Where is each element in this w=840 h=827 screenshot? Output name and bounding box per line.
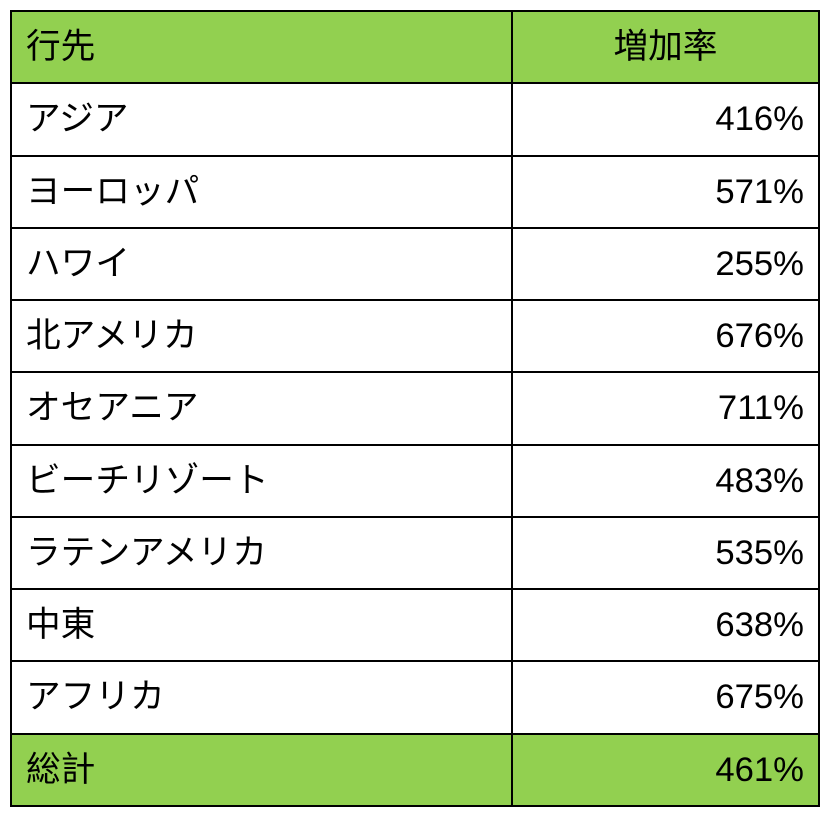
- table-row: 中東 638%: [11, 589, 819, 661]
- table-row: ラテンアメリカ 535%: [11, 517, 819, 589]
- table-row: アジア 416%: [11, 83, 819, 155]
- table-row: オセアニア 711%: [11, 372, 819, 444]
- cell-destination: ビーチリゾート: [11, 445, 512, 517]
- header-destination: 行先: [11, 11, 512, 83]
- table-row: ハワイ 255%: [11, 228, 819, 300]
- table-total-row: 総計 461%: [11, 734, 819, 806]
- cell-destination: ラテンアメリカ: [11, 517, 512, 589]
- cell-destination: アフリカ: [11, 661, 512, 733]
- page: 行先 増加率 アジア 416% ヨーロッパ 571% ハワイ 255% 北アメリ…: [0, 0, 840, 827]
- cell-destination: ハワイ: [11, 228, 512, 300]
- cell-destination: オセアニア: [11, 372, 512, 444]
- table-body: アジア 416% ヨーロッパ 571% ハワイ 255% 北アメリカ 676% …: [11, 83, 819, 806]
- cell-rate: 255%: [512, 228, 819, 300]
- cell-rate: 571%: [512, 156, 819, 228]
- cell-destination: アジア: [11, 83, 512, 155]
- cell-rate: 711%: [512, 372, 819, 444]
- cell-rate: 638%: [512, 589, 819, 661]
- cell-destination: ヨーロッパ: [11, 156, 512, 228]
- cell-destination: 北アメリカ: [11, 300, 512, 372]
- cell-rate: 676%: [512, 300, 819, 372]
- cell-rate: 675%: [512, 661, 819, 733]
- table-header-row: 行先 増加率: [11, 11, 819, 83]
- growth-rate-table: 行先 増加率 アジア 416% ヨーロッパ 571% ハワイ 255% 北アメリ…: [10, 10, 820, 807]
- table-row: ビーチリゾート 483%: [11, 445, 819, 517]
- table-row: アフリカ 675%: [11, 661, 819, 733]
- cell-rate: 416%: [512, 83, 819, 155]
- total-rate: 461%: [512, 734, 819, 806]
- cell-rate: 535%: [512, 517, 819, 589]
- table-row: ヨーロッパ 571%: [11, 156, 819, 228]
- table-row: 北アメリカ 676%: [11, 300, 819, 372]
- header-rate: 増加率: [512, 11, 819, 83]
- cell-destination: 中東: [11, 589, 512, 661]
- total-label: 総計: [11, 734, 512, 806]
- cell-rate: 483%: [512, 445, 819, 517]
